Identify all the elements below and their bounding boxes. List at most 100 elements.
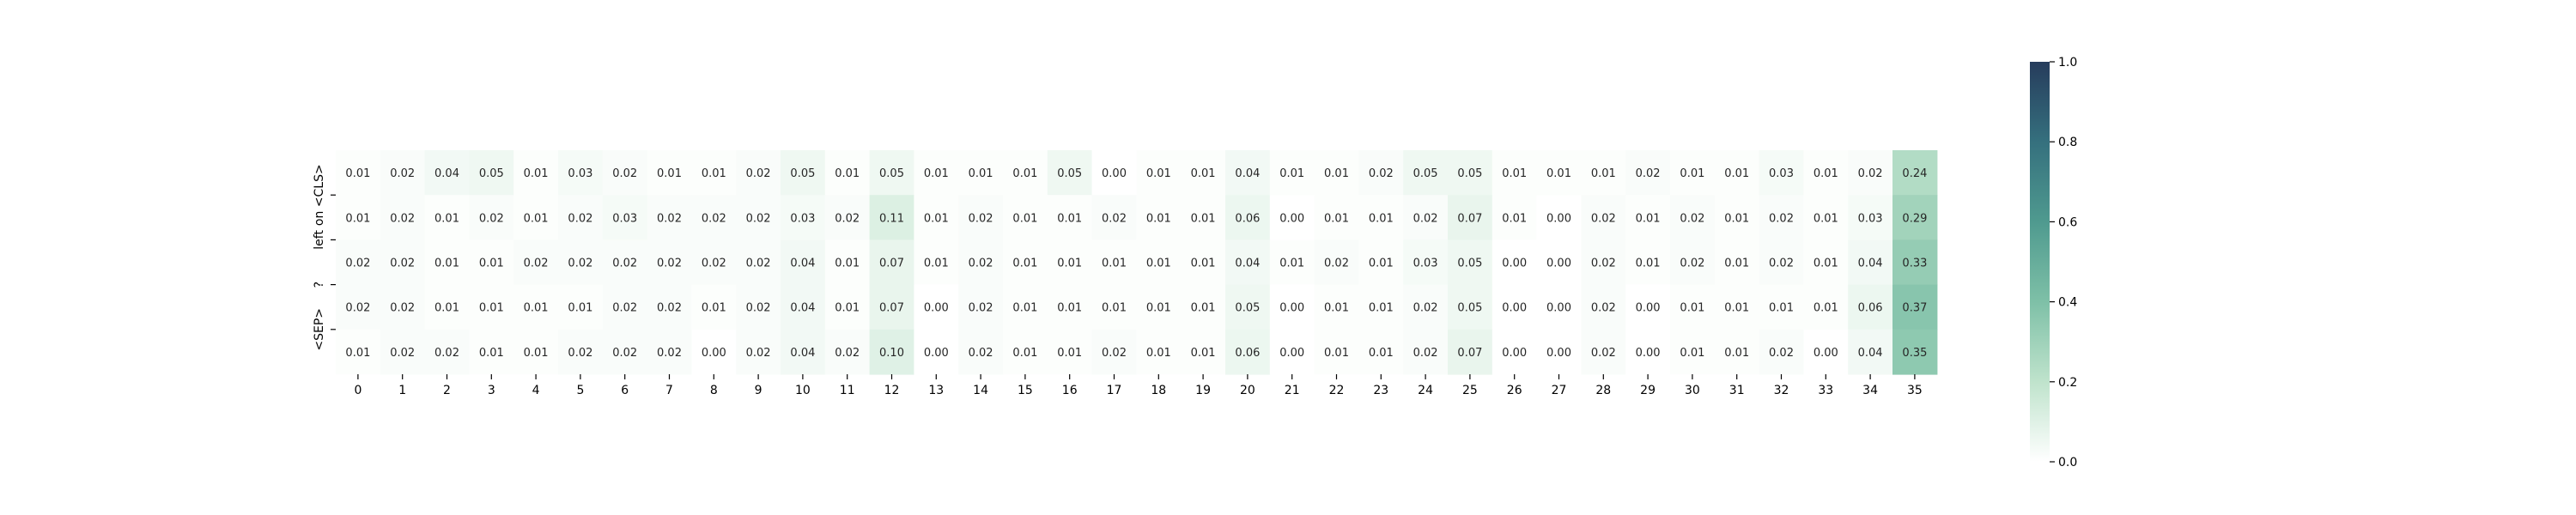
cell-value-label: 0.02 — [568, 258, 592, 270]
cell-value-label: 0.00 — [1636, 347, 1661, 360]
heatmap-cell — [1714, 284, 1760, 330]
cell-value-label: 0.02 — [1769, 212, 1794, 225]
heatmap-cell — [914, 329, 959, 375]
cell-value-label: 0.07 — [879, 258, 904, 270]
cell-value-label: 0.01 — [1724, 212, 1749, 225]
heatmap-cell — [958, 284, 1004, 330]
cell-value-label: 0.02 — [657, 302, 682, 315]
heatmap-cell — [1314, 150, 1359, 196]
cell-value-label: 0.07 — [879, 302, 904, 315]
heatmap-cell — [1047, 329, 1093, 375]
cell-value-label: 0.01 — [1191, 302, 1216, 315]
heatmap-cell — [1181, 239, 1226, 286]
heatmap-cell — [469, 329, 514, 375]
cell-value-label: 0.01 — [524, 347, 549, 360]
x-tick-label: 18 — [1151, 384, 1166, 397]
cell-value-label: 0.01 — [1146, 212, 1171, 225]
x-tick-label: 27 — [1552, 384, 1567, 397]
cell-value-label: 0.01 — [1057, 347, 1082, 360]
cell-value-label: 0.01 — [479, 258, 504, 270]
cell-value-label: 0.01 — [1680, 167, 1704, 180]
cell-value-label: 0.00 — [1502, 302, 1527, 315]
cell-value-label: 0.35 — [1902, 347, 1927, 360]
cell-value-label: 0.01 — [835, 167, 860, 180]
x-tick-label: 15 — [1018, 384, 1033, 397]
cell-value-label: 0.02 — [390, 302, 415, 315]
cell-value-label: 0.02 — [345, 302, 370, 315]
heatmap-cell — [781, 150, 826, 196]
cell-value-label: 0.02 — [1680, 258, 1704, 270]
x-tick-label: 3 — [488, 384, 495, 397]
cell-value-label: 0.01 — [924, 167, 949, 180]
heatmap-cell — [1448, 284, 1493, 330]
heatmap-cell — [1803, 329, 1849, 375]
heatmap-cell — [1803, 195, 1849, 240]
heatmap-cell — [469, 150, 514, 196]
heatmap-cell — [1181, 329, 1226, 375]
x-tick-label: 23 — [1373, 384, 1388, 397]
heatmap-cell — [1492, 239, 1538, 286]
x-tick-label: 28 — [1595, 384, 1611, 397]
cell-value-label: 0.04 — [1235, 258, 1260, 270]
heatmap-cell — [1181, 150, 1226, 196]
cell-value-label: 0.00 — [702, 347, 726, 360]
heatmap-cell — [602, 195, 648, 240]
cell-value-label: 0.01 — [1814, 212, 1838, 225]
cell-value-label: 0.01 — [1191, 347, 1216, 360]
heatmap-cell — [1403, 239, 1449, 286]
heatmap-cell — [1803, 239, 1849, 286]
heatmap-cell — [691, 329, 737, 375]
heatmap-cell — [513, 284, 559, 330]
cell-value-label: 0.02 — [568, 212, 592, 225]
heatmap-cell — [1358, 284, 1404, 330]
cell-value-label: 0.01 — [434, 212, 459, 225]
heatmap-cell — [1848, 329, 1893, 375]
heatmap-cell — [469, 284, 514, 330]
heatmap-cell — [1670, 329, 1716, 375]
cell-value-label: 0.01 — [1012, 258, 1037, 270]
cell-value-label: 0.00 — [1279, 302, 1304, 315]
cell-value-label: 0.01 — [657, 167, 682, 180]
heatmap-cell — [1314, 195, 1359, 240]
heatmap-cell — [647, 284, 692, 330]
cell-value-label: 0.01 — [1279, 258, 1304, 270]
cell-value-label: 0.02 — [1369, 167, 1394, 180]
cell-value-label: 0.02 — [1102, 347, 1127, 360]
cell-value-label: 0.04 — [434, 167, 459, 180]
colorbar-tick-label: 0.4 — [2058, 296, 2077, 310]
cell-value-label: 0.01 — [1012, 212, 1037, 225]
x-tick-label: 25 — [1462, 384, 1478, 397]
x-tick-label: 24 — [1418, 384, 1433, 397]
cell-value-label: 0.05 — [1457, 258, 1482, 270]
x-tick-label: 29 — [1640, 384, 1656, 397]
cell-value-label: 0.01 — [924, 212, 949, 225]
cell-value-label: 0.00 — [1279, 347, 1304, 360]
cell-value-label: 0.01 — [1012, 347, 1037, 360]
heatmap-cell — [869, 284, 914, 330]
heatmap-cell — [1269, 284, 1315, 330]
heatmap-cell — [1581, 284, 1626, 330]
heatmap-cell — [1625, 150, 1671, 196]
heatmap-cell — [1625, 195, 1671, 240]
heatmap-cell — [558, 284, 604, 330]
colorbar-tick-label: 1.0 — [2058, 56, 2077, 70]
cell-value-label: 0.02 — [1413, 302, 1438, 315]
heatmap-cell — [380, 195, 426, 240]
heatmap-cell — [380, 239, 426, 286]
heatmap-cell — [1314, 239, 1359, 286]
x-tick-label: 5 — [576, 384, 584, 397]
heatmap-cell — [824, 284, 871, 330]
cell-value-label: 0.00 — [1546, 258, 1571, 270]
cell-value-label: 0.00 — [1279, 212, 1304, 225]
x-tick-label: 31 — [1729, 384, 1745, 397]
heatmap-cell — [1003, 284, 1048, 330]
cell-value-label: 0.07 — [1457, 212, 1482, 225]
cell-value-label: 0.05 — [1235, 302, 1260, 315]
heatmap-cell — [1893, 239, 1938, 286]
cell-value-label: 0.02 — [612, 167, 637, 180]
heatmap-cell — [1269, 195, 1315, 240]
cell-value-label: 0.01 — [345, 167, 370, 180]
heatmap-cell — [424, 284, 470, 330]
heatmap-cell — [380, 284, 426, 330]
x-tick-label: 6 — [621, 384, 629, 397]
